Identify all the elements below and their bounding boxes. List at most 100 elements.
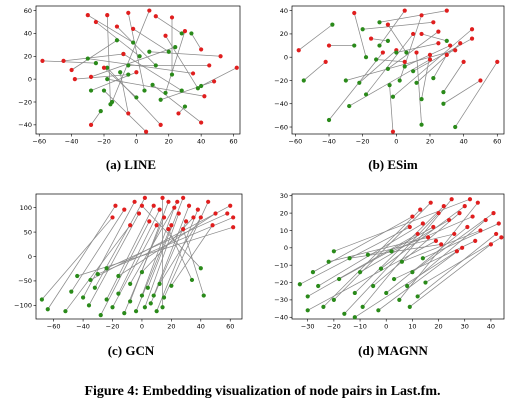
red-point (441, 204, 446, 209)
red-point (160, 195, 165, 201)
y-tick-label: 0 (28, 75, 32, 83)
red-point (419, 31, 424, 37)
green-point (195, 86, 201, 91)
red-point (410, 214, 415, 219)
red-point (323, 59, 328, 64)
pair-line (365, 33, 414, 95)
green-point (374, 57, 379, 62)
green-point (394, 50, 399, 55)
red-point (175, 199, 180, 204)
x-tick-label: 60 (229, 138, 237, 146)
red-point (462, 204, 467, 209)
red-point (469, 36, 475, 41)
red-point (453, 48, 458, 53)
red-point (225, 211, 230, 216)
pair-line (144, 213, 180, 308)
green-point (371, 283, 376, 289)
red-point (151, 203, 156, 208)
green-point (133, 309, 139, 314)
green-point (131, 40, 136, 45)
green-point (153, 63, 158, 68)
red-point (88, 74, 94, 79)
green-point (399, 259, 405, 264)
x-tick-label: −60 (47, 323, 61, 331)
pair-line (152, 84, 202, 123)
red-point (93, 19, 99, 25)
green-point (114, 38, 120, 43)
green-point (179, 31, 184, 36)
green-point (305, 308, 310, 313)
green-point (410, 270, 415, 275)
x-tick-label: 40 (197, 323, 205, 331)
green-point (161, 295, 167, 300)
red-point (494, 231, 499, 237)
green-point (189, 31, 194, 36)
scatter-plot-d: −30 −20 −10 0 10 20 30 40 −40 −30 −20 −10 0 10 20 30 (274, 192, 505, 331)
green-point (321, 304, 326, 309)
red-point (126, 111, 131, 116)
scatter-plot-a: −60 −40 −20 0 20 40 60 −40 −20 0 20 40 60 (18, 5, 241, 146)
green-point (86, 303, 92, 308)
pair-line (385, 226, 468, 294)
red-point (211, 79, 217, 84)
green-point (402, 64, 407, 69)
y-tick-label: 20 (280, 209, 288, 217)
red-point (163, 33, 168, 38)
y-tick-label: 40 (24, 30, 32, 38)
pair-line (116, 26, 157, 66)
scatter-plot-c: −60 −40 −20 0 20 40 60 −100 −50 0 50 100 (14, 193, 243, 331)
red-point (186, 203, 192, 208)
red-point (433, 238, 439, 243)
red-point (114, 24, 120, 29)
pair-line (387, 31, 439, 70)
y-tick-label: −40 (274, 100, 288, 108)
green-point (128, 299, 133, 304)
red-point (88, 122, 94, 127)
pair-line (111, 10, 150, 103)
x-tick-label: 30 (461, 323, 469, 331)
green-point (142, 88, 147, 93)
green-point (387, 83, 392, 88)
red-point (390, 129, 396, 134)
green-point (414, 80, 419, 85)
y-tick-label: −50 (18, 277, 32, 285)
red-point (139, 203, 145, 208)
x-tick-label: 20 (165, 138, 173, 146)
green-point (404, 50, 409, 55)
y-tick-label: −20 (274, 77, 288, 85)
x-tick-label: 20 (167, 323, 175, 331)
y-tick-label: 40 (280, 7, 288, 15)
pair-line (41, 217, 113, 300)
y-tick-label: 0 (284, 244, 288, 252)
green-point (420, 256, 425, 261)
panel-d: −30 −20 −10 0 10 20 30 40 −40 −30 −20 −10 0 10 20 30 (262, 188, 524, 378)
green-point (331, 297, 336, 303)
red-point (458, 41, 463, 46)
caption-c: (c) GCN (107, 343, 155, 358)
green-point (45, 307, 50, 312)
red-point (122, 207, 127, 212)
green-point (377, 20, 382, 25)
green-point (453, 124, 458, 130)
red-point (469, 27, 475, 32)
pair-lines (42, 10, 237, 132)
green-point (331, 249, 336, 254)
pair-line (379, 10, 447, 23)
red-point (172, 205, 177, 210)
green-point (189, 277, 195, 283)
red-point (181, 195, 186, 201)
pair-lines (298, 10, 498, 132)
red-point (40, 58, 45, 63)
red-point (425, 235, 431, 240)
red-point (411, 31, 416, 37)
pair-line (160, 81, 215, 101)
green-point (98, 312, 103, 318)
y-tick-label: 30 (280, 192, 288, 200)
red-point (166, 199, 171, 204)
green-point (326, 259, 331, 264)
green-point (173, 45, 178, 50)
red-point (407, 224, 412, 230)
pair-line (404, 45, 451, 67)
pair-line (129, 201, 178, 285)
pair-line (165, 35, 199, 89)
